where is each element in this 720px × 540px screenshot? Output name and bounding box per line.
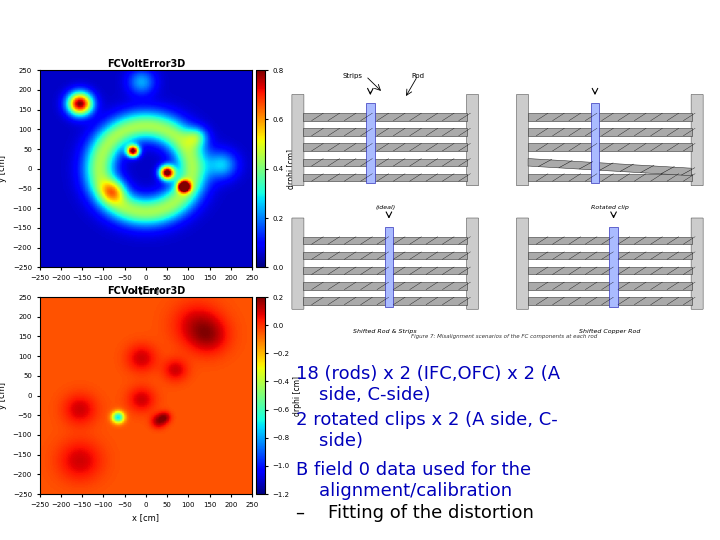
Bar <box>303 144 467 151</box>
FancyBboxPatch shape <box>467 94 479 186</box>
Y-axis label: drphi [cm]: drphi [cm] <box>287 148 296 189</box>
X-axis label: x [cm]: x [cm] <box>132 514 159 522</box>
FancyBboxPatch shape <box>516 94 528 186</box>
Text: 2 rotated clips x 2 (A side, C-
    side): 2 rotated clips x 2 (A side, C- side) <box>297 411 558 450</box>
FancyBboxPatch shape <box>691 94 703 186</box>
Bar <box>366 103 374 183</box>
Text: Shifted Rod & Strips: Shifted Rod & Strips <box>354 329 417 334</box>
Bar <box>303 174 467 181</box>
Bar <box>303 267 467 274</box>
Text: 18 (rods) x 2 (IFC,OFC) x 2 (A
    side, C-side): 18 (rods) x 2 (IFC,OFC) x 2 (A side, C-s… <box>297 366 561 404</box>
Text: Strips: Strips <box>343 73 363 79</box>
Text: Rod: Rod <box>411 73 424 79</box>
Bar <box>528 237 692 244</box>
Bar <box>528 144 692 151</box>
X-axis label: x [cm]: x [cm] <box>132 287 159 295</box>
Bar <box>528 267 692 274</box>
Bar <box>303 159 467 166</box>
Title: FCVoltError3D: FCVoltError3D <box>107 286 185 296</box>
Bar <box>303 282 467 289</box>
Bar <box>528 174 692 181</box>
FancyBboxPatch shape <box>467 218 479 309</box>
Bar <box>303 237 467 244</box>
Text: –    Fitting of the distortion: – Fitting of the distortion <box>297 504 534 522</box>
Bar <box>609 227 618 307</box>
Text: 10th March 2011: 10th March 2011 <box>14 520 109 530</box>
FancyBboxPatch shape <box>292 94 304 186</box>
Bar <box>528 252 692 259</box>
Y-axis label: y [cm]: y [cm] <box>0 156 7 183</box>
Bar <box>591 103 599 183</box>
Text: 10: 10 <box>686 518 706 532</box>
Bar <box>384 227 393 307</box>
Y-axis label: drphi [cm]: drphi [cm] <box>292 375 302 416</box>
Text: Figure 7: Misalignment scenarios of the FC components at each rod: Figure 7: Misalignment scenarios of the … <box>411 334 597 339</box>
Title: FCVoltError3D: FCVoltError3D <box>107 59 185 70</box>
Bar <box>303 297 467 305</box>
Text: Rotated clip: Rotated clip <box>591 205 629 210</box>
Bar <box>528 113 692 120</box>
Bar <box>303 113 467 120</box>
Y-axis label: y [cm]: y [cm] <box>0 382 7 409</box>
Bar <box>528 297 692 305</box>
Bar <box>528 129 692 136</box>
FancyBboxPatch shape <box>516 218 528 309</box>
Text: (ideal): (ideal) <box>375 205 395 210</box>
Bar <box>528 282 692 289</box>
FancyBboxPatch shape <box>691 218 703 309</box>
Polygon shape <box>528 159 692 176</box>
FancyBboxPatch shape <box>292 218 304 309</box>
Text: Field cage and Rod alignment: Field cage and Rod alignment <box>174 20 546 40</box>
Text: Shifted Copper Rod: Shifted Copper Rod <box>579 329 641 334</box>
Bar <box>303 252 467 259</box>
Bar <box>303 129 467 136</box>
Text: B field 0 data used for the
    alignment/calibration: B field 0 data used for the alignment/ca… <box>297 461 531 500</box>
